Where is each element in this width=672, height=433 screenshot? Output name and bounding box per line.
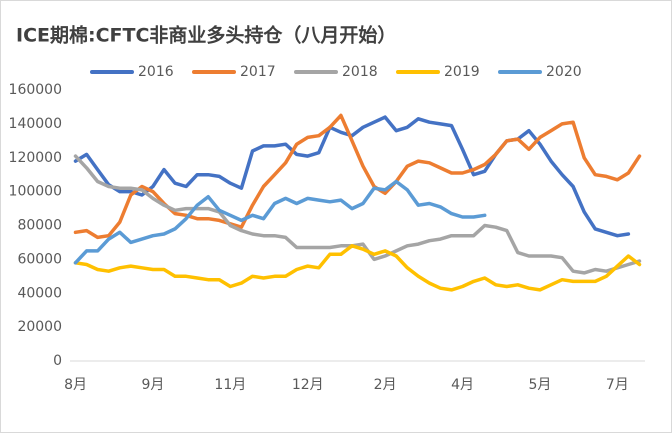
x-tick-label: 11月	[214, 377, 246, 393]
x-tick-label: 4月	[451, 377, 474, 393]
legend-label: 2019	[444, 64, 480, 80]
series-line	[73, 244, 642, 292]
x-tick-label: 8月	[64, 377, 87, 393]
x-tick-label: 2月	[374, 377, 397, 393]
legend-label: 2016	[138, 64, 174, 80]
y-tick-label: 60000	[17, 251, 62, 267]
x-tick-label: 12月	[292, 377, 324, 393]
y-tick-label: 20000	[17, 319, 62, 335]
y-tick-label: 100000	[9, 184, 62, 200]
legend-label: 2018	[342, 64, 378, 80]
y-tick-label: 120000	[9, 150, 62, 166]
y-tick-label: 140000	[9, 116, 62, 132]
y-tick-label: 160000	[9, 82, 62, 98]
x-tick-label: 5月	[528, 377, 551, 393]
y-tick-label: 80000	[17, 218, 62, 234]
series-line	[73, 179, 487, 265]
x-tick-label: 7月	[606, 377, 629, 393]
y-tick-label: 40000	[17, 285, 62, 301]
x-tick-label: 9月	[141, 377, 164, 393]
legend-label: 2017	[240, 64, 276, 80]
chart-title: ICE期棉:CFTC非商业多头持仓（八月开始）	[16, 24, 396, 47]
y-tick-label: 0	[53, 353, 62, 369]
series-line	[73, 154, 642, 275]
legend-label: 2020	[546, 64, 582, 80]
